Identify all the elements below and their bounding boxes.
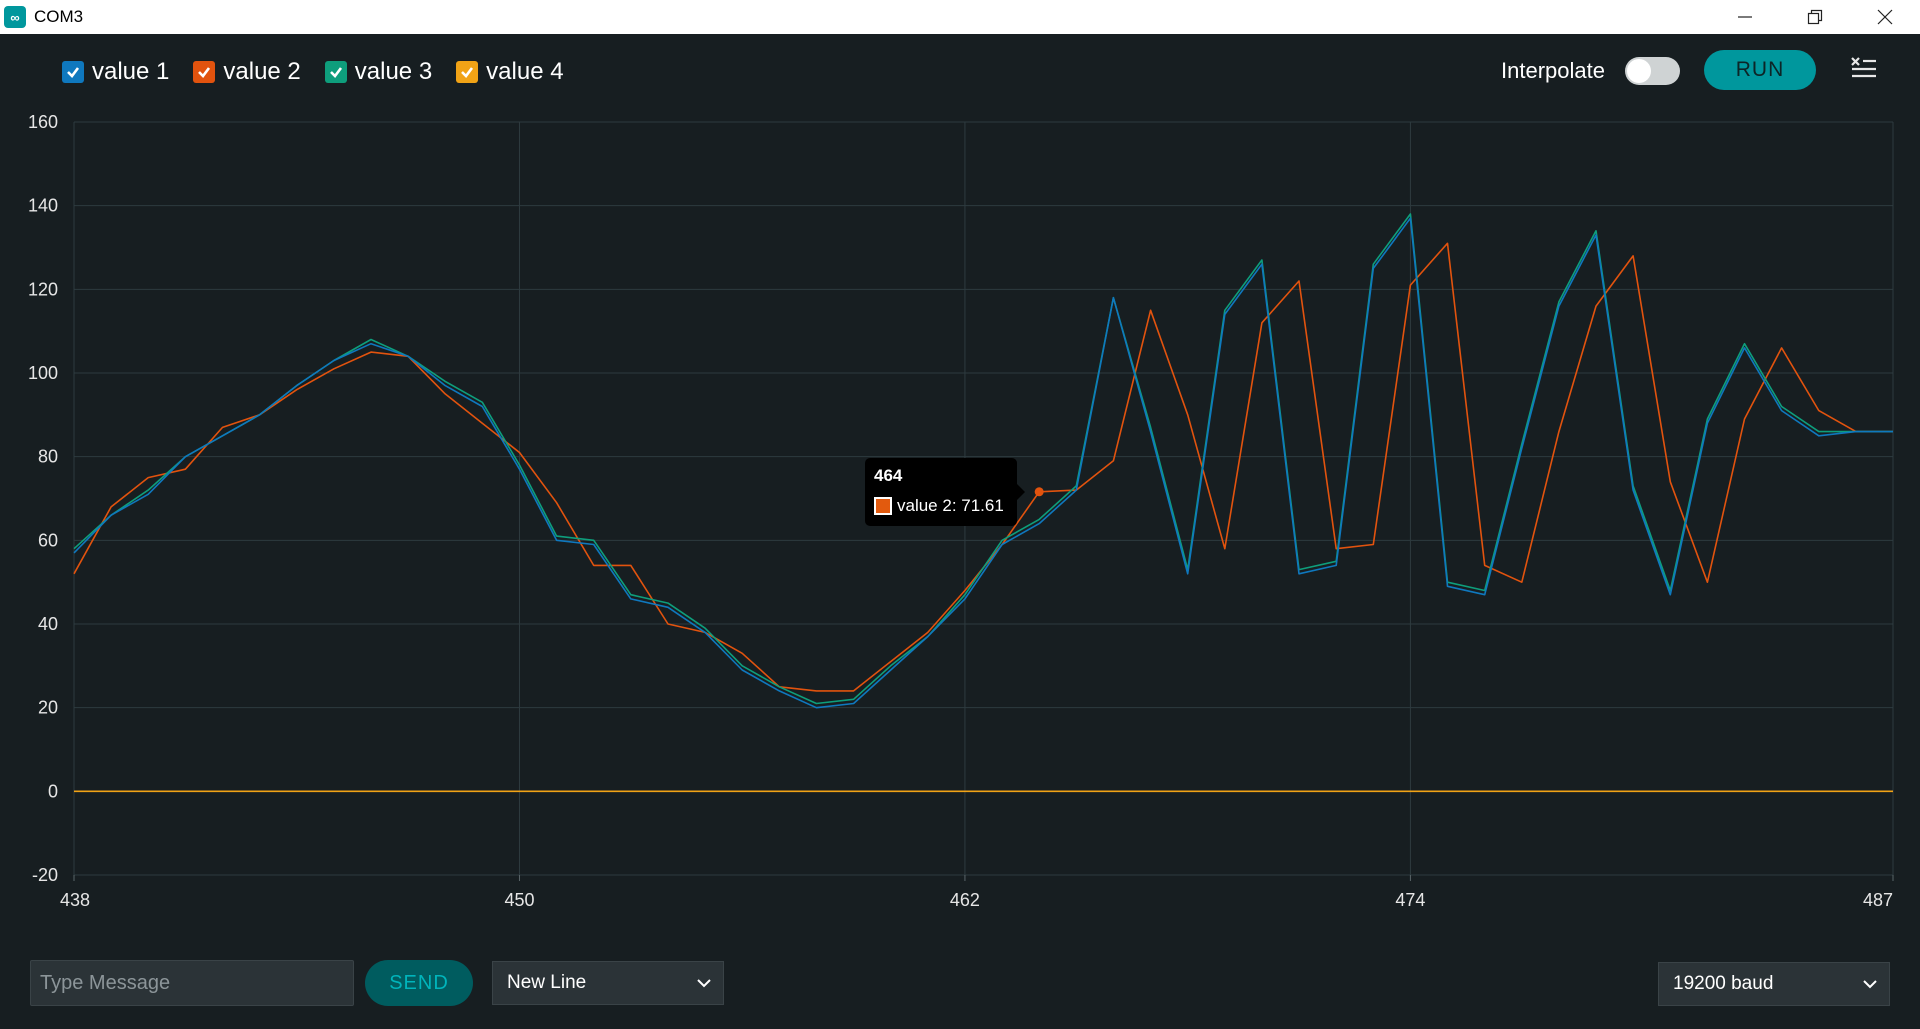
x-tick-label: 474: [1395, 890, 1425, 910]
restore-button[interactable]: [1780, 0, 1850, 34]
highlight-point: [1034, 487, 1044, 497]
series-swatch-icon: [874, 497, 892, 515]
chart-tooltip: 464 value 2: 71.61: [865, 458, 1025, 526]
chart-grid: [73, 121, 1894, 881]
tooltip-value: value 2: 71.61: [897, 496, 1004, 515]
y-tick-label: 100: [28, 363, 58, 383]
tooltip-row: value 2: 71.61: [874, 496, 1004, 516]
send-button[interactable]: SEND: [365, 960, 473, 1006]
interpolate-toggle[interactable]: [1625, 57, 1680, 85]
y-tick-label: 0: [48, 781, 58, 801]
y-axis-labels: -20 0 20 40 60 80 100 120 140 160: [28, 112, 58, 885]
chevron-down-icon: [697, 979, 711, 988]
y-tick-label: 80: [38, 447, 58, 467]
minimize-button[interactable]: [1710, 0, 1780, 34]
checkbox-checked-icon[interactable]: [456, 61, 479, 83]
window-title: COM3: [34, 7, 84, 26]
y-tick-label: 40: [38, 614, 58, 634]
minimize-icon: [1738, 16, 1752, 18]
line-ending-value: New Line: [507, 972, 587, 993]
close-button[interactable]: [1850, 0, 1920, 34]
line-ending-select[interactable]: New Line: [492, 961, 724, 1005]
checkbox-checked-icon[interactable]: [324, 61, 347, 83]
checkbox-checked-icon[interactable]: [193, 61, 216, 83]
y-tick-label: 60: [38, 530, 58, 550]
arduino-infinity-icon: ∞: [4, 6, 26, 28]
interpolate-label: Interpolate: [1501, 58, 1605, 83]
legend-label: value 4: [486, 58, 564, 85]
legend-label: value 1: [92, 58, 170, 85]
chart-highlight: [1034, 487, 1044, 497]
chart-series-lines: [73, 213, 1893, 793]
y-tick-label: 140: [28, 196, 58, 216]
series-line-value-3: [73, 213, 1893, 705]
restore-icon: [1807, 9, 1823, 25]
y-tick-label: 160: [28, 112, 58, 132]
window-titlebar: ∞ COM3: [0, 0, 1920, 34]
legend-label: value 3: [354, 58, 433, 85]
window-controls: [1710, 0, 1920, 34]
baud-rate-select[interactable]: 19200 baud: [1658, 962, 1890, 1006]
series-line-value-1: [73, 217, 1893, 709]
legend-item-value-1[interactable]: value 1: [62, 58, 169, 86]
clear-list-icon[interactable]: [1850, 56, 1878, 87]
x-tick-label: 487: [1863, 890, 1893, 910]
y-tick-label: 20: [38, 698, 58, 718]
legend-label: value 2: [223, 58, 301, 85]
x-tick-label: 438: [60, 890, 90, 910]
tooltip-title: 464: [874, 466, 903, 485]
x-tick-label: 450: [504, 890, 534, 910]
x-axis-labels: 438 450 462 474 487: [60, 890, 1893, 910]
message-input[interactable]: [30, 960, 354, 1006]
series-legend: value 1 value 2 value 3 value 4: [62, 58, 588, 86]
serial-plot-chart[interactable]: -20 0 20 40 60 80 100 120 140 160 438 450 462 474 487: [0, 100, 1920, 930]
baud-rate-value: 19200 baud: [1673, 973, 1774, 994]
y-tick-label: -20: [32, 865, 58, 885]
close-icon: [1877, 9, 1893, 25]
legend-item-value-3[interactable]: value 3: [324, 58, 433, 86]
tooltip-arrow: [1017, 484, 1025, 500]
legend-item-value-2[interactable]: value 2: [193, 58, 301, 86]
x-tick-label: 462: [950, 890, 980, 910]
legend-item-value-4[interactable]: value 4: [456, 58, 564, 86]
checkbox-checked-icon[interactable]: [62, 61, 84, 83]
run-button[interactable]: RUN: [1704, 50, 1816, 90]
chevron-down-icon: [1863, 980, 1877, 989]
y-tick-label: 120: [28, 279, 58, 299]
toggle-knob: [1627, 59, 1651, 83]
